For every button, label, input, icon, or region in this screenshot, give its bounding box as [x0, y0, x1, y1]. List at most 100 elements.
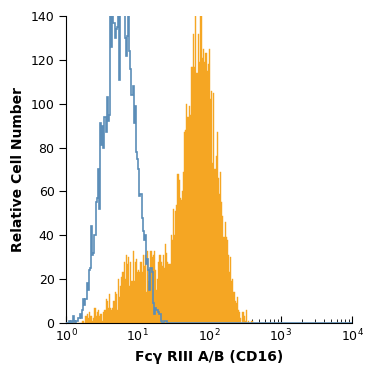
Bar [136, 260, 137, 323]
Bar [167, 261, 168, 323]
Bar [209, 49, 210, 323]
Bar [199, 62, 200, 323]
Bar [132, 251, 134, 323]
Bar [107, 301, 108, 323]
Bar [115, 292, 116, 323]
Bar [177, 174, 178, 323]
Bar [236, 303, 237, 323]
Bar [212, 163, 213, 323]
Bar [206, 53, 207, 323]
Bar [165, 244, 166, 323]
Bar [166, 253, 167, 323]
Bar [105, 310, 106, 323]
Bar [98, 310, 99, 323]
Bar [112, 308, 114, 323]
Bar [219, 194, 220, 323]
Bar [139, 273, 140, 323]
Bar [163, 255, 164, 323]
Bar [111, 310, 112, 323]
Bar [91, 316, 92, 323]
Bar [218, 178, 219, 323]
Bar [117, 310, 118, 323]
Bar [101, 314, 102, 323]
Bar [71, 321, 72, 323]
Bar [70, 321, 71, 323]
Bar [188, 117, 189, 323]
Bar [196, 73, 198, 323]
Bar [246, 310, 247, 323]
Bar [89, 312, 90, 323]
Bar [86, 316, 87, 323]
Bar [87, 314, 88, 323]
Bar [73, 321, 74, 323]
Bar [145, 255, 146, 323]
Bar [182, 191, 183, 323]
Bar [99, 316, 100, 323]
Bar [74, 321, 75, 323]
Bar [124, 279, 126, 323]
Bar [184, 132, 185, 323]
Bar [155, 270, 156, 323]
Bar [164, 268, 165, 323]
X-axis label: Fcγ RIII A/B (CD16): Fcγ RIII A/B (CD16) [135, 350, 284, 364]
Y-axis label: Relative Cell Number: Relative Cell Number [11, 87, 25, 252]
Bar [230, 257, 231, 323]
Bar [225, 222, 226, 323]
Bar [116, 294, 117, 323]
Bar [92, 321, 93, 323]
Bar [189, 106, 190, 323]
Bar [186, 104, 188, 323]
Bar [90, 316, 91, 323]
Bar [222, 216, 224, 323]
Bar [251, 321, 252, 323]
Bar [82, 321, 83, 323]
Bar [123, 261, 124, 323]
Bar [153, 255, 154, 323]
Bar [176, 204, 177, 323]
Bar [195, 9, 196, 323]
Bar [100, 314, 101, 323]
Bar [129, 286, 130, 323]
Bar [160, 261, 162, 323]
Bar [144, 266, 145, 323]
Bar [185, 130, 186, 323]
Bar [138, 270, 139, 323]
Bar [131, 281, 132, 323]
Bar [210, 99, 211, 323]
Bar [220, 172, 221, 323]
Bar [193, 34, 194, 323]
Bar [194, 66, 195, 323]
Bar [170, 264, 171, 323]
Bar [134, 281, 135, 323]
Bar [97, 312, 98, 323]
Bar [244, 316, 245, 323]
Bar [149, 274, 150, 323]
Bar [119, 297, 120, 323]
Bar [157, 279, 158, 323]
Bar [207, 71, 208, 323]
Bar [234, 292, 235, 323]
Bar [239, 312, 240, 323]
Bar [245, 321, 246, 323]
Bar [171, 235, 172, 323]
Bar [154, 251, 155, 323]
Bar [110, 308, 111, 323]
Bar [227, 240, 228, 323]
Bar [217, 132, 218, 323]
Bar [181, 200, 182, 323]
Bar [240, 318, 242, 323]
Bar [142, 255, 144, 323]
Bar [130, 261, 131, 323]
Bar [216, 156, 217, 323]
Bar [147, 251, 148, 323]
Bar [159, 255, 160, 323]
Bar [104, 312, 105, 323]
Bar [122, 273, 123, 323]
Bar [69, 321, 70, 323]
Bar [156, 290, 157, 323]
Bar [248, 321, 249, 323]
Bar [94, 308, 96, 323]
Bar [232, 279, 234, 323]
Bar [106, 299, 107, 323]
Bar [224, 237, 225, 323]
